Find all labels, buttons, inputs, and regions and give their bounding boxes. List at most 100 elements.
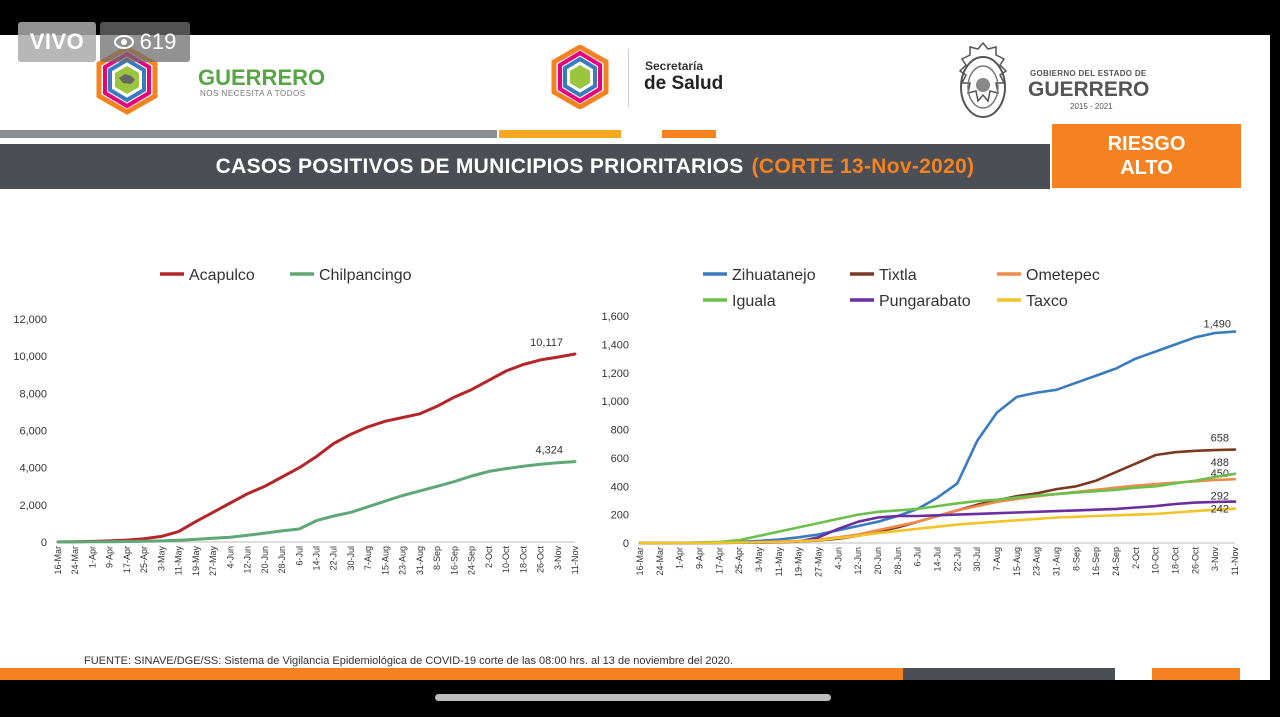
y-tick-label: 0 [623, 538, 629, 550]
y-tick-label: 1,400 [601, 339, 629, 351]
x-tick-label: 1-Apr [87, 546, 97, 568]
x-tick-label: 24-Sep [1111, 547, 1121, 576]
legend-label: Chilpancingo [319, 267, 412, 284]
top-stripe-orange-1 [499, 130, 621, 138]
x-tick-label: 7-Aug [992, 547, 1002, 571]
legend-label: Iguala [732, 293, 776, 310]
series-line-ometepec [638, 477, 1237, 545]
legend-label: Zihuatanejo [732, 267, 816, 284]
x-tick-label: 20-Jun [873, 547, 883, 575]
end-value-label: 10,117 [530, 337, 563, 349]
x-tick-label: 18-Oct [1171, 547, 1181, 575]
x-tick-label: 9-Apr [105, 546, 115, 568]
x-tick-label: 17-Apr [714, 547, 724, 574]
x-tick-label: 14-Jul [933, 547, 943, 572]
series-line-acapulco [56, 352, 577, 544]
x-tick-label: 19-May [191, 546, 201, 577]
x-tick-label: 24-Mar [70, 546, 80, 575]
x-tick-label: 18-Oct [518, 546, 528, 574]
y-tick-label: 200 [611, 510, 629, 522]
risk-line1: RIESGO [1107, 133, 1186, 155]
end-value-label: 4,324 [535, 445, 563, 457]
x-tick-label: 1-Apr [675, 547, 685, 569]
x-tick-label: 30-Jul [346, 546, 356, 571]
bottom-stripe-orange-2 [1152, 668, 1240, 680]
x-tick-label: 22-Jul [952, 547, 962, 572]
end-value-label: 488 [1211, 457, 1229, 469]
x-tick-label: 23-Aug [1032, 547, 1042, 576]
x-tick-label: 26-Oct [1190, 547, 1200, 575]
top-stripe-gray [0, 130, 497, 138]
y-tick-label: 1,000 [601, 396, 629, 408]
x-tick-label: 3-Nov [553, 546, 563, 571]
x-tick-label: 23-Aug [398, 546, 408, 575]
x-tick-label: 11-Nov [570, 546, 580, 575]
gob-line2: GUERRERO [1028, 78, 1150, 101]
source-note: FUENTE: SINAVE/DGE/SS: Sistema de Vigila… [84, 655, 733, 667]
y-tick-label: 800 [611, 425, 629, 437]
chart-1: 0 2,000 4,000 6,000 8,000 10,000 12,000 16-Mar 2… [13, 267, 580, 576]
x-tick-label: 31-Aug [1052, 547, 1062, 576]
live-badge: VIVO [18, 22, 96, 62]
x-tick-label: 20-Jun [260, 546, 270, 574]
x-tick-label: 25-Apr [734, 547, 744, 574]
x-tick-label: 16-Mar [53, 546, 63, 575]
guerrero-logo-subtitle: NOS NECESITA A TODOS [200, 89, 306, 98]
bottom-stripe-gray [903, 668, 1115, 680]
chart-2: 0 200 400 600 800 1,000 1,200 1,400 1,600 16-Mar 2… [601, 267, 1240, 577]
x-tick-label: 31-Aug [415, 546, 425, 575]
series-line-zihuatanejo [638, 330, 1237, 545]
divider [628, 49, 629, 107]
viewer-count: 619 [139, 29, 177, 54]
x-tick-label: 3-May [156, 546, 166, 572]
x-tick-label: 27-May [814, 547, 824, 578]
series-line-pungarabato [638, 500, 1237, 545]
x-tick-label: 17-Apr [122, 546, 132, 573]
x-tick-label: 3-Nov [1210, 547, 1220, 572]
x-tick-label: 9-Apr [695, 547, 705, 569]
legend-label: Pungarabato [879, 293, 971, 310]
y-tick-label: 4,000 [19, 463, 47, 475]
x-tick-label: 12-Jun [243, 546, 253, 574]
x-tick-label: 14-Jul [312, 546, 322, 571]
y-tick-label: 600 [611, 453, 629, 465]
eye-icon [113, 29, 134, 55]
legend-label: Ometepec [1026, 267, 1100, 284]
y-tick-label: 12,000 [13, 314, 47, 326]
home-indicator[interactable] [435, 694, 831, 701]
x-tick-label: 2-Oct [484, 546, 494, 569]
guerrero-logo [86, 45, 168, 115]
charts-area: 0 2,000 4,000 6,000 8,000 10,000 12,000 16-Mar 2… [13, 267, 1240, 577]
x-tick-label: 16-Sep [449, 546, 459, 575]
y-tick-label: 8,000 [19, 388, 47, 400]
page-title-corte: (CORTE 13-Nov-2020) [751, 154, 975, 178]
legend-label: Acapulco [189, 267, 255, 284]
end-value-label: 292 [1211, 491, 1229, 503]
x-tick-label: 15-Aug [1012, 547, 1022, 576]
x-tick-label: 8-Sep [1071, 547, 1081, 571]
series-line-chilpancingo [56, 460, 577, 544]
x-tick-label: 11-Nov [1230, 547, 1240, 576]
x-tick-label: 12-Jun [853, 547, 863, 575]
x-tick-label: 24-Sep [467, 546, 477, 575]
legend-label: Taxco [1026, 293, 1068, 310]
x-tick-label: 22-Jul [329, 546, 339, 571]
title-bar [0, 144, 1050, 189]
x-tick-label: 26-Oct [536, 546, 546, 574]
end-value-label: 658 [1211, 433, 1229, 445]
viewer-count-badge: 619 [100, 22, 190, 62]
x-tick-label: 19-May [794, 547, 804, 578]
x-tick-label: 27-May [208, 546, 218, 577]
x-tick-label: 8-Sep [432, 546, 442, 570]
x-tick-label: 11-May [174, 546, 184, 576]
x-tick-label: 30-Jul [972, 547, 982, 572]
x-tick-label: 25-Apr [139, 546, 149, 573]
y-tick-label: 400 [611, 481, 629, 493]
legend-label: Tixtla [879, 267, 917, 284]
guerrero-logo-title: GUERRERO [198, 65, 326, 90]
y-tick-label: 2,000 [19, 500, 47, 512]
y-tick-label: 1,200 [601, 368, 629, 380]
x-tick-label: 2-Oct [1131, 547, 1141, 570]
series-line-taxco [638, 507, 1237, 545]
x-tick-label: 3-May [754, 547, 764, 573]
